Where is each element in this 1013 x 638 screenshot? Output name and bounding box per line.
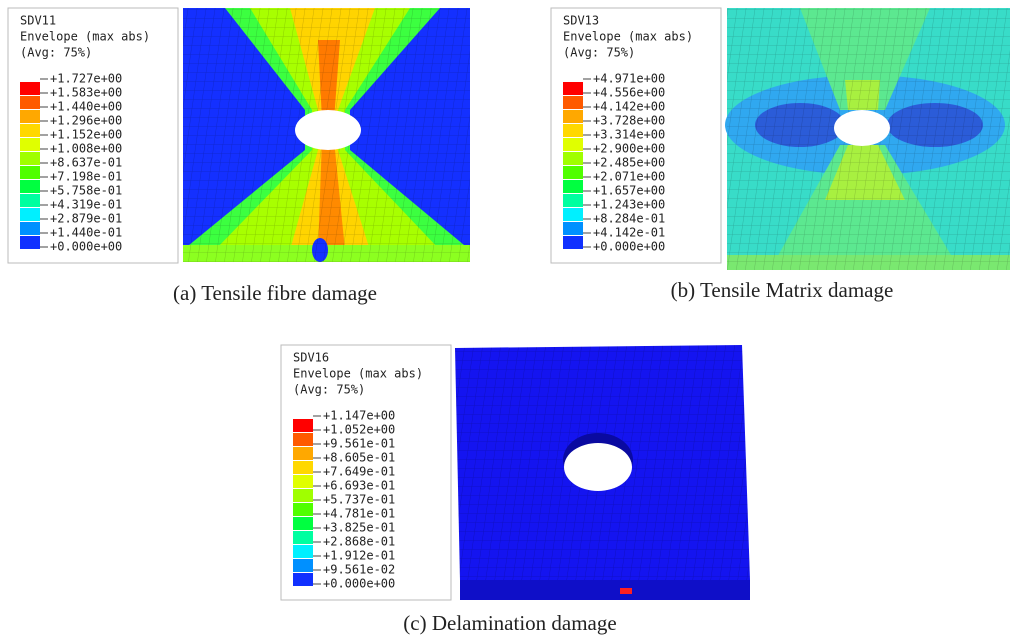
legend-value: +5.737e-01 (323, 493, 395, 507)
plate-c (455, 345, 750, 600)
legend-value: +3.728e+00 (593, 114, 665, 128)
color-swatch (563, 180, 583, 193)
legend-value: +0.000e+00 (323, 577, 395, 591)
legend-value: +2.485e+00 (593, 156, 665, 170)
legend-value: +4.142e-01 (593, 226, 665, 240)
color-swatch (563, 166, 583, 179)
legend-value: +7.198e-01 (50, 170, 122, 184)
color-swatch (293, 419, 313, 432)
legend-value: +7.649e-01 (323, 465, 395, 479)
legend: SDV13 Envelope (max abs) (Avg: 75%) +4.971e… (551, 8, 721, 263)
legend-value: +1.243e+00 (593, 198, 665, 212)
legend-value: +1.440e-01 (50, 226, 122, 240)
legend-value: +1.147e+00 (323, 409, 395, 423)
color-swatch (20, 124, 40, 137)
color-swatch (20, 166, 40, 179)
legend-value: +4.319e-01 (50, 198, 122, 212)
color-swatch (563, 236, 583, 249)
color-swatch (20, 194, 40, 207)
legend-value: +8.637e-01 (50, 156, 122, 170)
legend-value: +4.781e-01 (323, 507, 395, 521)
legend-value: +1.583e+00 (50, 86, 122, 100)
color-swatch (563, 110, 583, 123)
legend-value: +1.657e+00 (593, 184, 665, 198)
color-swatch (20, 180, 40, 193)
legend-title: Envelope (max abs) (293, 367, 423, 381)
color-swatch (563, 208, 583, 221)
legend-title: (Avg: 75%) (563, 46, 635, 60)
color-swatch (20, 96, 40, 109)
color-swatch (293, 461, 313, 474)
color-swatch (20, 82, 40, 95)
color-swatch (293, 503, 313, 516)
legend-value: +1.152e+00 (50, 128, 122, 142)
caption: (b) Tensile Matrix damage (671, 278, 894, 302)
color-swatch (563, 96, 583, 109)
color-swatch (293, 531, 313, 544)
legend-value: +1.727e+00 (50, 72, 122, 86)
legend-title: (Avg: 75%) (20, 46, 92, 60)
legend-title: SDV16 (293, 351, 329, 365)
color-swatch (563, 222, 583, 235)
legend-value: +8.605e-01 (323, 451, 395, 465)
legend-value: +4.142e+00 (593, 100, 665, 114)
color-swatch (20, 138, 40, 151)
caption: (a) Tensile fibre damage (173, 281, 377, 305)
legend-value: +4.971e+00 (593, 72, 665, 86)
legend: SDV11 Envelope (max abs) (Avg: 75%) +1.727e… (8, 8, 178, 263)
legend-value: +2.071e+00 (593, 170, 665, 184)
plate-a (183, 8, 470, 262)
color-swatch (563, 124, 583, 137)
legend-value: +9.561e-01 (323, 437, 395, 451)
figure: SDV11 Envelope (max abs) (Avg: 75%) +1.727e… (0, 0, 1013, 638)
caption: (c) Delamination damage (403, 611, 616, 635)
legend-value: +0.000e+00 (50, 240, 122, 254)
legend-value: +1.008e+00 (50, 142, 122, 156)
legend-value: +1.912e-01 (323, 549, 395, 563)
color-swatch (20, 236, 40, 249)
legend-title: Envelope (max abs) (20, 30, 150, 44)
legend-value: +2.868e-01 (323, 535, 395, 549)
color-swatch (293, 475, 313, 488)
legend-value: +2.900e+00 (593, 142, 665, 156)
legend-value: +1.296e+00 (50, 114, 122, 128)
color-swatch (293, 559, 313, 572)
color-swatch (293, 489, 313, 502)
legend: SDV16 Envelope (max abs) (Avg: 75%) +1.147e… (281, 345, 451, 600)
legend-value: +9.561e-02 (323, 563, 395, 577)
plate-b (725, 8, 1010, 270)
color-swatch (563, 152, 583, 165)
color-swatch (563, 138, 583, 151)
legend-title: (Avg: 75%) (293, 383, 365, 397)
legend-value: +3.314e+00 (593, 128, 665, 142)
legend-value: +2.879e-01 (50, 212, 122, 226)
legend-value: +1.440e+00 (50, 100, 122, 114)
color-swatch (293, 545, 313, 558)
color-swatch (293, 433, 313, 446)
legend-value: +6.693e-01 (323, 479, 395, 493)
color-swatch (563, 194, 583, 207)
color-swatch (20, 110, 40, 123)
legend-title: SDV13 (563, 14, 599, 28)
legend-title: SDV11 (20, 14, 56, 28)
color-swatch (563, 82, 583, 95)
color-swatch (20, 152, 40, 165)
legend-title: Envelope (max abs) (563, 30, 693, 44)
legend-value: +0.000e+00 (593, 240, 665, 254)
legend-value: +1.052e+00 (323, 423, 395, 437)
color-swatch (20, 208, 40, 221)
legend-value: +5.758e-01 (50, 184, 122, 198)
color-swatch (293, 573, 313, 586)
legend-value: +8.284e-01 (593, 212, 665, 226)
legend-value: +4.556e+00 (593, 86, 665, 100)
color-swatch (20, 222, 40, 235)
color-swatch (293, 447, 313, 460)
legend-value: +3.825e-01 (323, 521, 395, 535)
color-swatch (293, 517, 313, 530)
